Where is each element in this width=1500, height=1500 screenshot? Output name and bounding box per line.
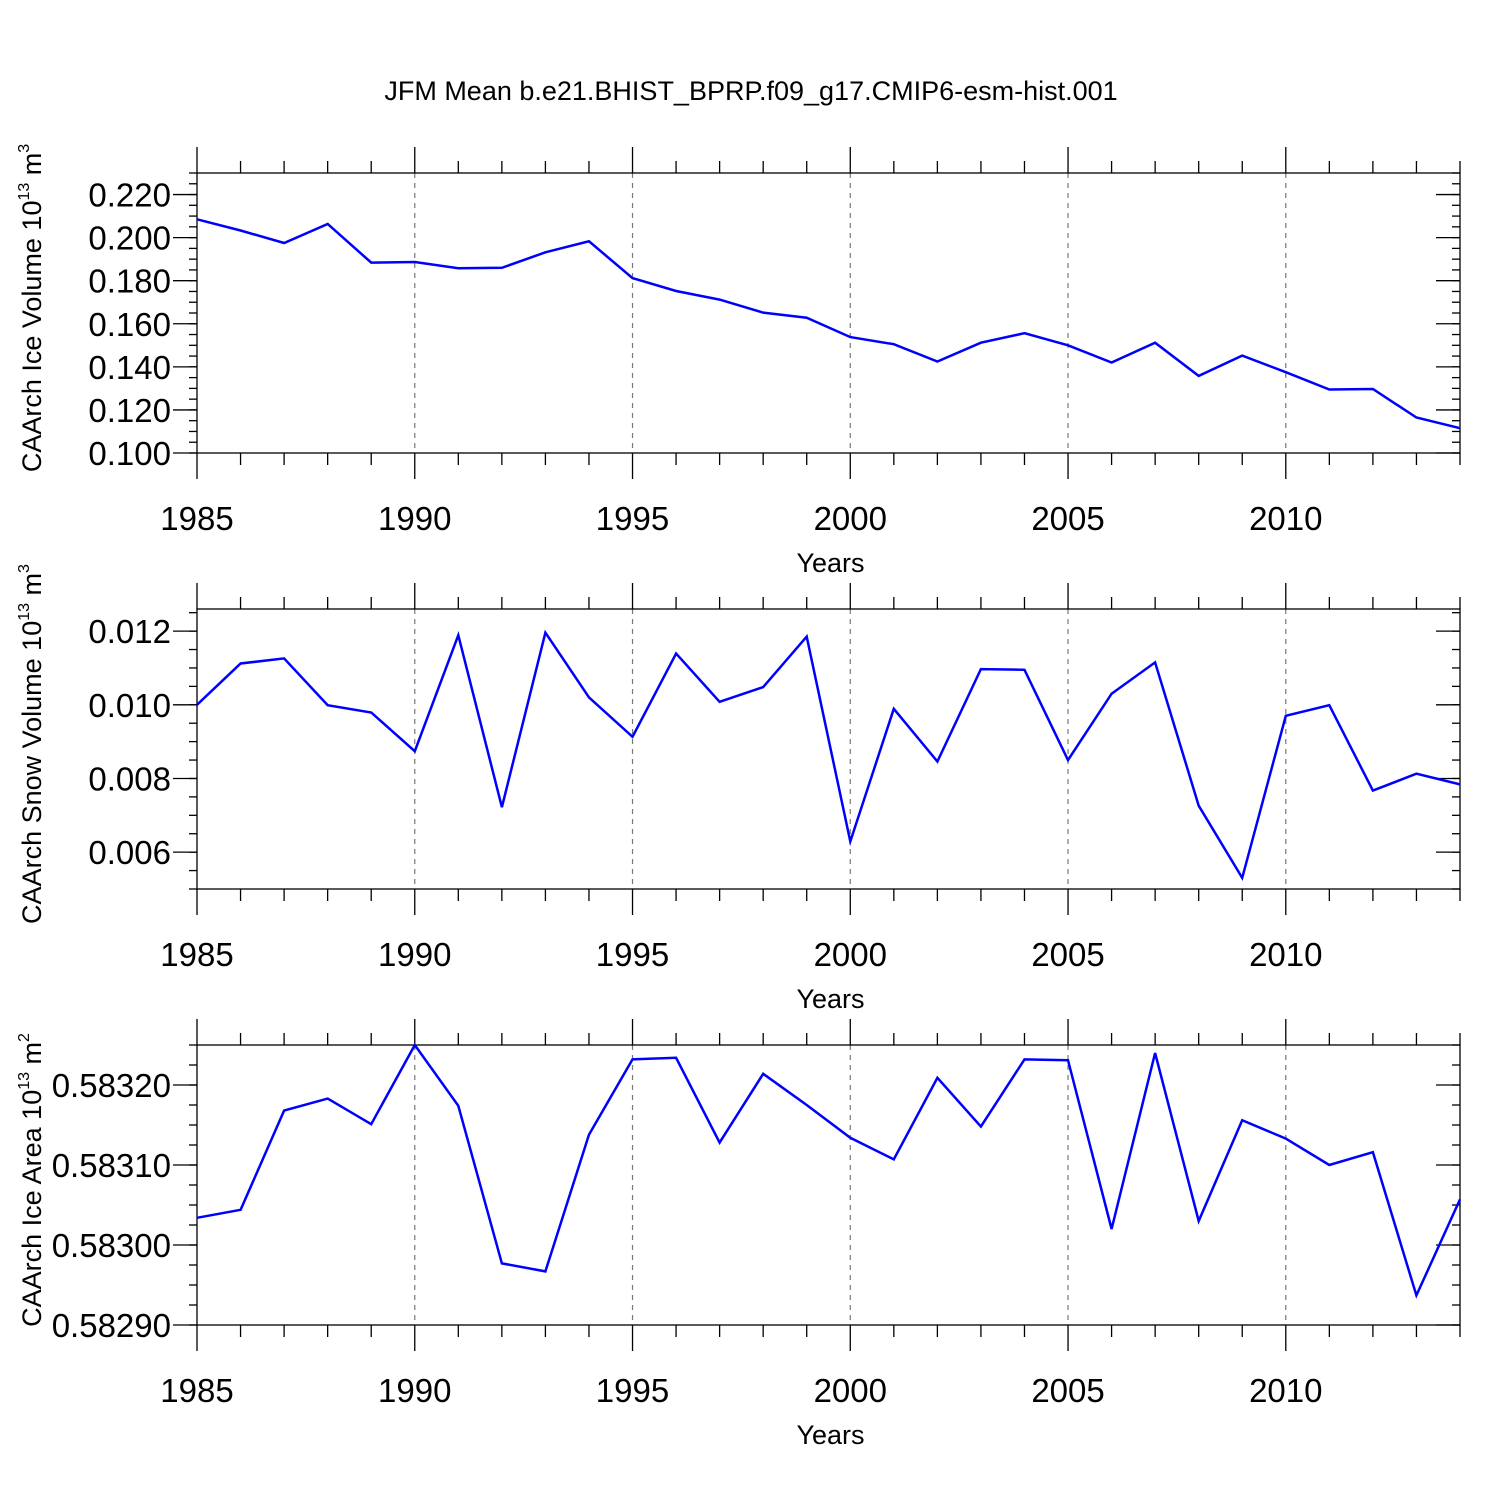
ytick-label: 0.220 — [88, 177, 171, 214]
ytick-label: 0.200 — [88, 220, 171, 257]
ytick-label: 0.120 — [88, 392, 171, 429]
ytick-label: 0.58320 — [52, 1067, 171, 1104]
x-axis-label: Years — [796, 548, 864, 578]
xtick-label: 2005 — [1031, 1372, 1104, 1409]
ytick-label: 0.58290 — [52, 1307, 171, 1344]
xtick-label: 2000 — [814, 1372, 887, 1409]
ytick-label: 0.012 — [88, 613, 171, 650]
xtick-label: 2000 — [814, 500, 887, 537]
ytick-label: 0.58300 — [52, 1227, 171, 1264]
figure-title: JFM Mean b.e21.BHIST_BPRP.f09_g17.CMIP6-… — [384, 76, 1117, 106]
series-line — [196, 218, 1461, 430]
y-axis-label: CAArch Ice Volume 1013 m3 — [16, 144, 47, 472]
xtick-label: 2010 — [1249, 936, 1322, 973]
ytick-label: 0.008 — [88, 760, 171, 797]
plot-frame — [196, 608, 1461, 890]
panel-3: 0.58290 0.58300 0.58310 0.58320 1985 1990 1995… — [16, 1019, 1462, 1450]
panels: 0.100 0.120 0.140 0.160 0.180 0.200 0.220 1985 1… — [16, 144, 1462, 1450]
xtick-label: 1985 — [160, 1372, 233, 1409]
x-axis-label: Years — [796, 1420, 864, 1450]
xtick-label: 1995 — [596, 1372, 669, 1409]
ytick-label: 0.006 — [88, 834, 171, 871]
y-axis-label: CAArch Snow Volume 1013 m3 — [16, 564, 47, 924]
xtick-label: 1990 — [378, 1372, 451, 1409]
series-line — [196, 1043, 1462, 1299]
ytick-label: 0.180 — [88, 263, 171, 300]
xtick-label: 1995 — [596, 936, 669, 973]
xtick-label: 2005 — [1031, 936, 1104, 973]
panel-1: 0.100 0.120 0.140 0.160 0.180 0.200 0.220 1985 1… — [16, 144, 1461, 578]
xtick-label: 1985 — [160, 936, 233, 973]
xtick-label: 2010 — [1249, 1372, 1322, 1409]
series-line — [196, 629, 1461, 882]
x-axis-label: Years — [796, 984, 864, 1014]
ytick-label: 0.140 — [88, 349, 171, 386]
plot-frame — [196, 172, 1461, 454]
xtick-label: 2010 — [1249, 500, 1322, 537]
xtick-label: 1985 — [160, 500, 233, 537]
xtick-label: 1990 — [378, 936, 451, 973]
y-axis-label: CAArch Ice Area 1013 m2 — [16, 1033, 47, 1327]
ytick-label: 0.010 — [88, 687, 171, 724]
xtick-label: 1990 — [378, 500, 451, 537]
ytick-label: 0.58310 — [52, 1147, 171, 1184]
xtick-label: 2000 — [814, 936, 887, 973]
xtick-label: 2005 — [1031, 500, 1104, 537]
xtick-label: 1995 — [596, 500, 669, 537]
plot-frame — [196, 1044, 1461, 1326]
ytick-label: 0.160 — [88, 306, 171, 343]
panel-2: 0.006 0.008 0.010 0.012 1985 1990 1995 2000 2005… — [16, 564, 1461, 1014]
ytick-label: 0.100 — [88, 435, 171, 472]
